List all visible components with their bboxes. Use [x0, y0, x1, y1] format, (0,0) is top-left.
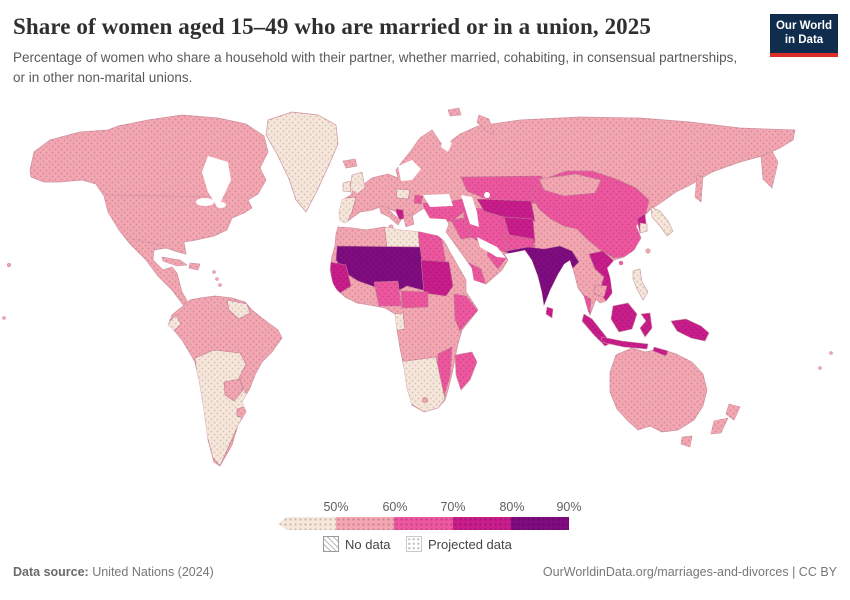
- legend-bin-50-60[interactable]: [336, 517, 395, 530]
- owid-logo-line2: in Data: [784, 33, 824, 46]
- hudson-bay: [202, 156, 231, 208]
- owid-logo-box: Our World in Data: [770, 14, 838, 53]
- region-pacific-island[interactable]: [829, 351, 833, 355]
- persian-gulf: [477, 237, 506, 258]
- legend-bin-lt50[interactable]: [278, 517, 337, 530]
- legend-color-bar[interactable]: [278, 517, 569, 530]
- chart-header: Share of women aged 15–49 who are marrie…: [13, 14, 758, 87]
- legend-tick-70: 70%: [440, 500, 466, 514]
- owid-logo-accent-bar: [770, 53, 838, 57]
- region-pacific-island[interactable]: [2, 316, 6, 320]
- footer-attribution[interactable]: OurWorldinData.org/marriages-and-divorce…: [542, 565, 837, 579]
- legend-bin-60-70[interactable]: [394, 517, 453, 530]
- owid-logo[interactable]: Our World in Data: [770, 14, 838, 57]
- data-source: Data source: United Nations (2024): [13, 565, 214, 579]
- great-lakes: [216, 202, 226, 208]
- region-pacific-island[interactable]: [818, 366, 822, 370]
- world-map-svg: [2, 107, 833, 467]
- no-data-swatch-icon: [323, 536, 339, 552]
- projected-data-label: Projected data: [428, 537, 512, 552]
- region-taiwan[interactable]: [645, 248, 651, 254]
- legend-bin-80-90[interactable]: [510, 517, 569, 530]
- projected-data-swatch-icon: [406, 536, 422, 552]
- legend-tick-50: 50%: [323, 500, 349, 514]
- owid-logo-line1: Our World: [775, 20, 832, 33]
- chart-footer: Data source: United Nations (2024) OurWo…: [13, 565, 837, 579]
- white-sea: [441, 139, 452, 152]
- chart-subtitle: Percentage of women who share a househol…: [13, 50, 738, 85]
- region-antilles[interactable]: [218, 283, 222, 287]
- region-antilles[interactable]: [212, 270, 216, 274]
- chart-title: Share of women aged 15–49 who are marrie…: [13, 14, 651, 39]
- projected-data-dot-texture: [30, 108, 795, 466]
- black-sea: [423, 194, 453, 207]
- data-source-value: United Nations (2024): [88, 565, 214, 579]
- legend-tick-90: 90%: [556, 500, 582, 514]
- legend-tick-60: 60%: [382, 500, 408, 514]
- data-source-label: Data source:: [13, 565, 89, 579]
- world-choropleth-map: [0, 100, 850, 492]
- legend-projected-data: Projected data: [406, 536, 512, 554]
- legend-no-data: No data: [323, 536, 391, 554]
- aral-sea: [484, 192, 490, 198]
- region-hainan[interactable]: [618, 260, 624, 266]
- legend-bin-70-80[interactable]: [452, 517, 511, 530]
- great-lakes: [196, 198, 214, 206]
- region-pacific-island[interactable]: [6, 262, 12, 268]
- region-antilles[interactable]: [215, 277, 219, 281]
- seas-and-lakes: [196, 139, 506, 258]
- caspian-sea: [461, 195, 479, 227]
- legend-tick-80: 80%: [499, 500, 525, 514]
- baltic-sea: [398, 160, 421, 181]
- no-data-label: No data: [345, 537, 391, 552]
